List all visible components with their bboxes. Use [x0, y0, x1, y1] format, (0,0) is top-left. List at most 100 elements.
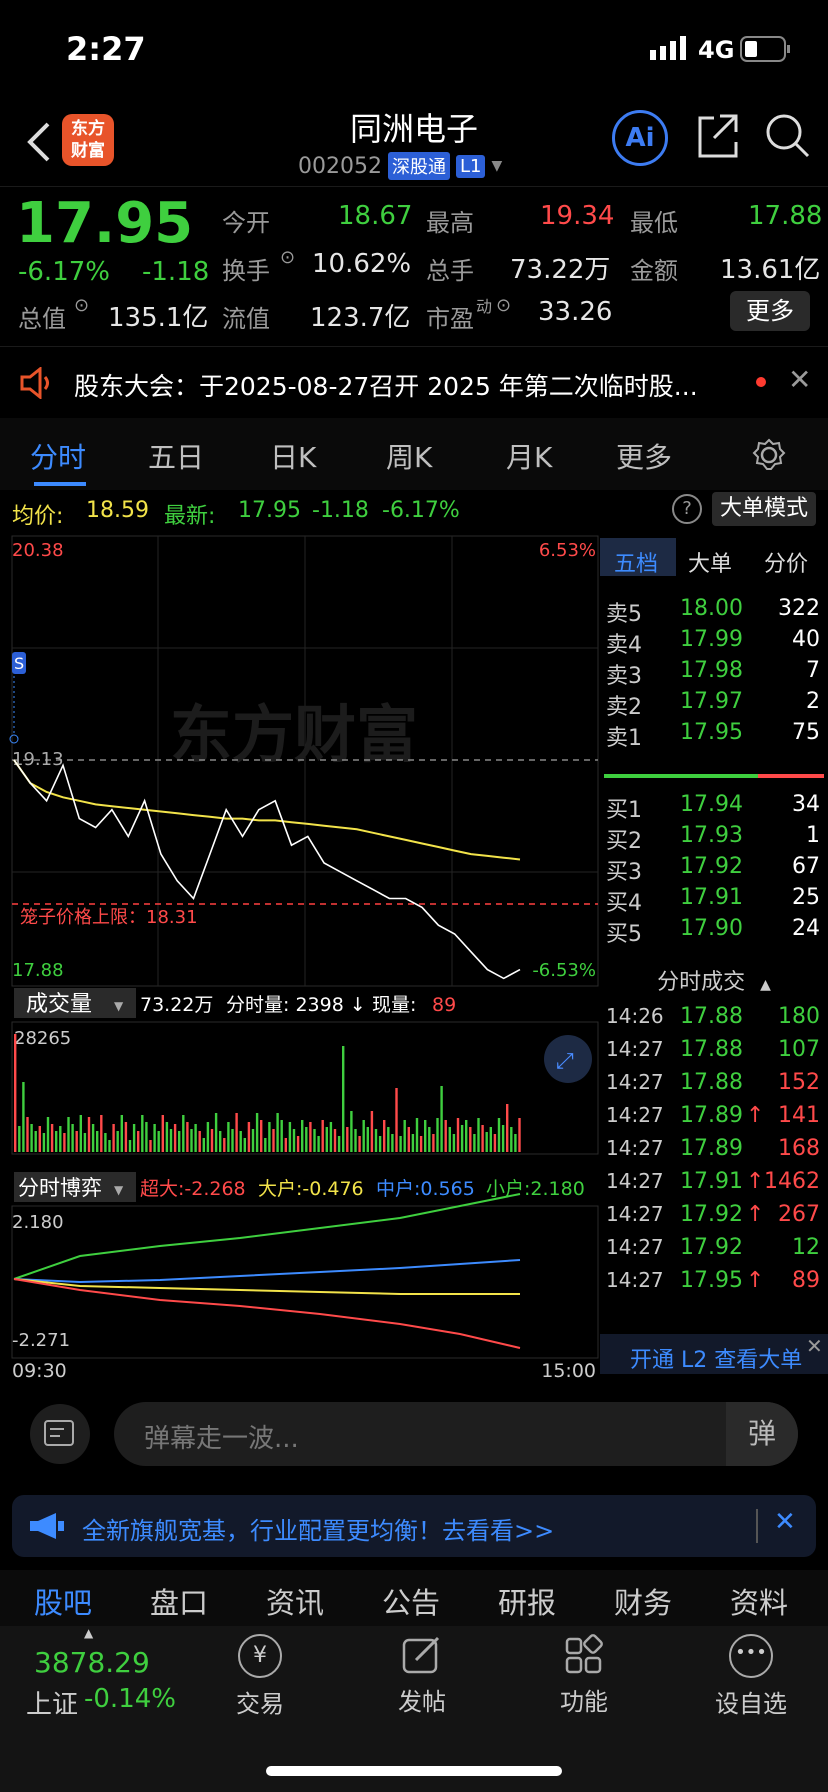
stock-code-row[interactable]: 002052 深股通 L1 ▼	[298, 152, 502, 180]
signal-marker-s: S	[14, 654, 24, 673]
trade-volume: 152	[778, 1070, 820, 1095]
ob-tab-big-orders[interactable]: 大单	[688, 552, 733, 577]
volume-bar	[403, 1120, 406, 1152]
trade-volume: 107	[778, 1037, 820, 1062]
volume-bar	[399, 1136, 402, 1152]
ask-row: 卖3 17.98 7	[600, 658, 828, 692]
trades-header[interactable]: 分时成交 ▲	[600, 964, 828, 996]
index-ticker[interactable]: ▲ 3878.29 上证 -0.14%	[0, 1626, 180, 1736]
volume-panel-frame	[11, 1021, 599, 1155]
volume-bar	[260, 1120, 263, 1152]
level-price: 17.99	[680, 627, 743, 652]
nav-functions[interactable]: 功能	[544, 1634, 624, 1717]
close-icon[interactable]: ✕	[788, 363, 812, 396]
volume-max-label: 28265	[14, 1028, 71, 1049]
trade-volume: 89	[792, 1268, 820, 1293]
bid-row: 买3 17.92 67	[600, 854, 828, 888]
more-button[interactable]: 更多	[730, 291, 810, 331]
level-label: 卖5	[606, 602, 642, 627]
latest-value: 17.95	[238, 498, 301, 523]
subtab-finance[interactable]: 财务	[614, 1586, 673, 1620]
tab-daily-k[interactable]: 日K	[270, 441, 317, 474]
info-icon[interactable]: ⊙	[74, 295, 90, 316]
unread-dot	[756, 377, 766, 387]
share-icon[interactable]	[696, 112, 740, 160]
promo-banner[interactable]: 全新旗舰宽基，行业配置更均衡！去看看>> ✕	[12, 1495, 816, 1557]
info-icon[interactable]: ⊙	[496, 295, 512, 316]
volume-bar	[272, 1129, 275, 1152]
trade-time: 14:27	[606, 1202, 664, 1226]
danmaku-send-button[interactable]: 弹	[726, 1402, 798, 1466]
subtab-announcements[interactable]: 公告	[382, 1586, 441, 1620]
nav-trade[interactable]: ¥ 交易	[220, 1634, 300, 1719]
y-min-pct-label: -6.53%	[532, 960, 596, 981]
subtab-news[interactable]: 资讯	[266, 1586, 325, 1620]
subtab-research[interactable]: 研报	[498, 1586, 557, 1620]
volume-bar	[366, 1127, 369, 1152]
tab-weekly-k[interactable]: 周K	[386, 441, 433, 474]
big-order-mode-button[interactable]: 大单模式	[712, 492, 816, 526]
level-price: 17.97	[680, 689, 743, 714]
trade-time: 14:27	[606, 1037, 664, 1061]
bid-row: 买4 17.91 25	[600, 885, 828, 919]
volume-label: 总手	[426, 257, 474, 285]
nav-post[interactable]: 发帖	[382, 1634, 462, 1717]
yen-icon: ¥	[238, 1634, 282, 1678]
promo-text: 全新旗舰宽基，行业配置更均衡！去看看>>	[82, 1517, 555, 1545]
close-icon[interactable]: ✕	[774, 1507, 796, 1537]
trade-price: 17.91	[680, 1169, 743, 1194]
volume-bar	[63, 1133, 66, 1152]
danmaku-placeholder: 弹幕走一波...	[144, 1424, 299, 1454]
volume-bar	[55, 1131, 58, 1152]
volume-selector[interactable]	[14, 988, 136, 1018]
volume-bar	[501, 1125, 505, 1152]
volume-bar	[26, 1117, 29, 1152]
volume-bar	[350, 1111, 353, 1152]
nav-functions-label: 功能	[560, 1688, 608, 1716]
volume-bar	[219, 1131, 222, 1152]
volume-bar	[194, 1124, 197, 1152]
volume-bar	[428, 1127, 431, 1152]
level-label: 买1	[606, 798, 642, 823]
bid-row: 买2 17.93 1	[600, 823, 828, 857]
turnover-value: 10.62%	[312, 249, 412, 279]
volume-bar	[169, 1129, 173, 1152]
amount-value: 13.61亿	[720, 255, 821, 285]
ob-tab-five-level[interactable]: 五档	[614, 552, 659, 577]
comment-list-button[interactable]	[30, 1404, 90, 1464]
search-icon[interactable]	[764, 112, 810, 160]
tab-five-day[interactable]: 五日	[148, 441, 205, 474]
dropdown-icon: ▼	[114, 999, 124, 1013]
volume-bar	[288, 1122, 292, 1152]
notice-bar[interactable]: 股东大会：于2025-08-27召开 2025 年第二次临时股... ✕	[0, 346, 828, 420]
back-icon[interactable]	[24, 120, 54, 164]
l2-banner[interactable]: 开通 L2 查看大单 ✕	[600, 1334, 828, 1374]
subtab-profile[interactable]: 资料	[730, 1586, 789, 1620]
y-max-label: 20.38	[12, 540, 64, 561]
chevron-up-icon: ▲	[84, 1626, 94, 1640]
intraday-chart[interactable]: 东方财富 20.38 6.53% 17.88 -6.53% 19.13 笼子价格…	[0, 534, 600, 1384]
close-icon[interactable]: ✕	[806, 1334, 823, 1358]
signal-marker-dot	[9, 734, 19, 744]
list-icon	[44, 1420, 74, 1446]
level-label: 买3	[606, 860, 642, 885]
y-min-label: 17.88	[12, 960, 64, 981]
volume-bar	[243, 1138, 246, 1152]
subtab-pankou[interactable]: 盘口	[150, 1586, 209, 1620]
ob-tab-price-dist[interactable]: 分价	[764, 552, 809, 577]
tab-monthly-k[interactable]: 月K	[506, 441, 553, 474]
danmaku-input[interactable]: 弹幕走一波... 弹	[114, 1402, 798, 1466]
tab-intraday[interactable]: 分时	[30, 441, 87, 474]
volume-bar	[419, 1136, 423, 1152]
help-icon[interactable]: ?	[672, 494, 702, 524]
ai-assistant-icon[interactable]: Ai	[612, 110, 668, 166]
info-icon[interactable]: ⊙	[280, 247, 296, 268]
gear-icon[interactable]	[752, 438, 786, 472]
level-price: 17.98	[680, 658, 743, 683]
nav-watchlist[interactable]: ••• 设自选	[706, 1634, 796, 1719]
game-mid: 中户:0.565	[376, 1178, 475, 1200]
subtab-guba[interactable]: 股吧	[34, 1586, 93, 1620]
tab-more[interactable]: 更多	[616, 441, 673, 474]
volume-bar	[50, 1124, 54, 1152]
volume-bar	[493, 1134, 497, 1152]
